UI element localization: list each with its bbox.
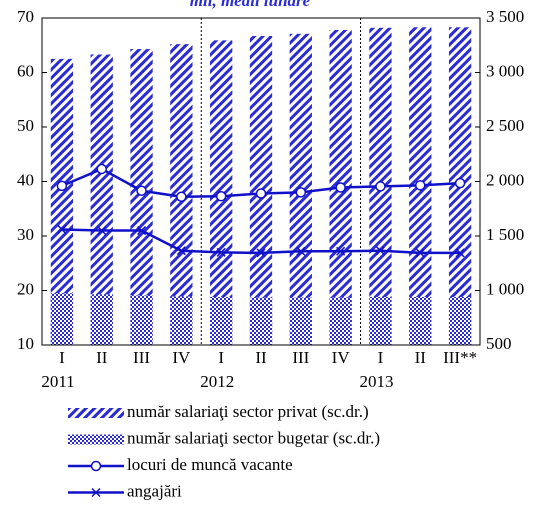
marker: [216, 247, 226, 257]
y-tick-label: 40: [17, 170, 34, 189]
y-tick-label: 70: [17, 7, 34, 26]
marker: [415, 248, 425, 258]
legend-marker: [90, 460, 102, 472]
bar: [448, 297, 472, 345]
year-label: 2011: [41, 372, 74, 391]
legend-swatch: [68, 408, 124, 418]
legend-label: angajări: [127, 481, 182, 500]
x-tick-label: II: [255, 348, 267, 367]
y2-tick-label: 1 000: [486, 279, 524, 298]
legend-label: număr salariaţi sector privat (sc.dr.): [127, 402, 369, 421]
marker: [215, 190, 227, 202]
x-tick-label: I: [59, 348, 65, 367]
marker: [336, 246, 346, 256]
y-tick-label: 30: [17, 225, 34, 244]
y2-tick-label: 3 500: [486, 7, 524, 26]
legend-marker: [91, 487, 101, 498]
legend-swatch: [68, 434, 124, 445]
marker: [137, 226, 147, 236]
bar: [369, 297, 392, 345]
bar: [90, 54, 113, 345]
bar: [210, 297, 233, 345]
year-label: 2013: [360, 372, 394, 391]
marker: [255, 188, 267, 199]
plot-frame: [41, 17, 481, 346]
y2-tick-label: 1 500: [486, 225, 524, 244]
marker: [176, 191, 187, 203]
y2-tick-label: 2 000: [486, 170, 524, 189]
marker: [335, 182, 346, 193]
legend-label: număr salariaţi sector bugetar (sc.dr.): [127, 428, 380, 447]
bar: [329, 297, 352, 345]
marker: [375, 181, 386, 192]
bar: [50, 293, 74, 345]
x-tick-label: III: [292, 348, 309, 367]
x-tick-label: IV: [332, 348, 351, 367]
y-tick-label: 10: [17, 334, 34, 353]
bar: [50, 58, 74, 345]
marker: [97, 226, 107, 236]
x-tick-label: III: [133, 348, 150, 367]
year-label: 2012: [200, 372, 234, 391]
marker: [295, 187, 307, 198]
bar: [409, 297, 432, 345]
marker: [176, 246, 186, 256]
y-tick-label: 50: [17, 116, 34, 135]
bar: [170, 296, 193, 345]
marker: [136, 185, 147, 197]
marker: [57, 224, 67, 234]
marker: [375, 246, 385, 256]
marker: [296, 246, 306, 256]
marker: [454, 177, 466, 189]
marker: [256, 248, 266, 258]
marker: [415, 180, 426, 191]
bar: [289, 297, 312, 345]
legend-label: locuri de muncă vacante: [127, 455, 293, 474]
bar: [90, 294, 113, 345]
y2-tick-label: 2 500: [486, 116, 524, 135]
bar: [130, 49, 153, 345]
y2-tick-label: 3 000: [486, 61, 524, 80]
bar: [130, 295, 153, 345]
marker: [56, 180, 68, 192]
marker: [96, 163, 107, 175]
x-tick-label: II: [96, 348, 108, 367]
x-tick-label: I: [378, 348, 384, 367]
x-tick-label: III**: [443, 348, 477, 367]
x-tick-label: I: [218, 348, 224, 367]
x-tick-label: IV: [172, 348, 191, 367]
bar: [249, 297, 273, 345]
marker: [455, 248, 465, 258]
y-tick-label: 60: [17, 61, 34, 80]
y2-tick-label: 500: [486, 334, 512, 353]
subtitle: mii, medii lunare: [190, 0, 311, 10]
y-tick-label: 20: [17, 279, 34, 298]
x-tick-label: II: [415, 348, 427, 367]
